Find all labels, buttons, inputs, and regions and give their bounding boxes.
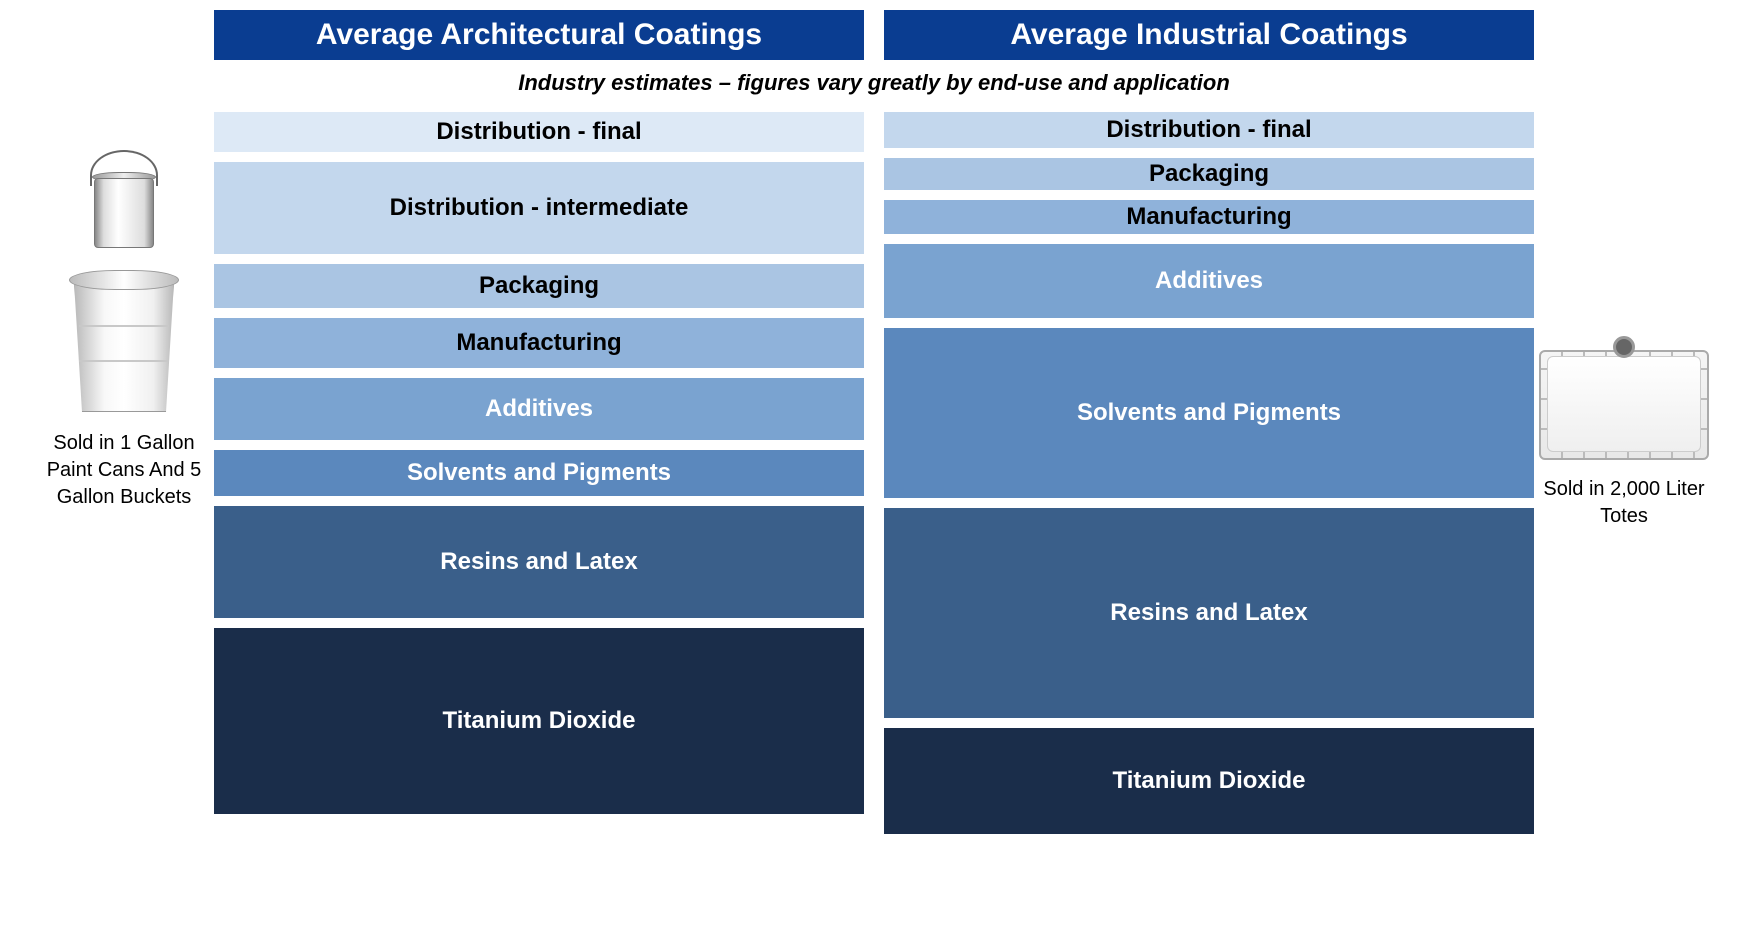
stack-bar: Titanium Dioxide: [884, 728, 1534, 834]
main-container: Sold in 1 Gallon Paint Cans And 5 Gallon…: [0, 0, 1748, 844]
stack-bar: Manufacturing: [214, 318, 864, 368]
left-side-panel: Sold in 1 Gallon Paint Cans And 5 Gallon…: [34, 160, 214, 511]
tote-icon: [1539, 330, 1709, 460]
stack-bar: Distribution - final: [214, 112, 864, 152]
paint-can-icon: [84, 160, 164, 250]
stack-bar: Additives: [214, 378, 864, 440]
subtitle: Industry estimates – figures vary greatl…: [214, 70, 1534, 96]
stack-bar: Packaging: [884, 158, 1534, 190]
right-caption: Sold in 2,000 Liter Totes: [1534, 476, 1714, 530]
right-side-panel: Sold in 2,000 Liter Totes: [1534, 330, 1714, 530]
stack-column-architectural: Distribution - final Distribution - inter…: [214, 112, 864, 814]
stack-bar: Solvents and Pigments: [214, 450, 864, 496]
headers-row: Average Architectural Coatings Average I…: [214, 10, 1534, 60]
stack-bar: Distribution - intermediate: [214, 162, 864, 254]
column-header-industrial: Average Industrial Coatings: [884, 10, 1534, 60]
bucket-icon: [69, 270, 179, 420]
stack-bar: Titanium Dioxide: [214, 628, 864, 814]
stack-column-industrial: Distribution - final Packaging Manufacturi…: [884, 112, 1534, 834]
columns-row: Distribution - final Distribution - inter…: [214, 112, 1534, 834]
column-header-architectural: Average Architectural Coatings: [214, 10, 864, 60]
charts-area: Average Architectural Coatings Average I…: [214, 10, 1534, 834]
stack-bar: Solvents and Pigments: [884, 328, 1534, 498]
left-caption: Sold in 1 Gallon Paint Cans And 5 Gallon…: [34, 430, 214, 511]
stack-bar: Resins and Latex: [214, 506, 864, 618]
stack-bar: Distribution - final: [884, 112, 1534, 148]
stack-bar: Additives: [884, 244, 1534, 318]
stack-bar: Manufacturing: [884, 200, 1534, 234]
stack-bar: Resins and Latex: [884, 508, 1534, 718]
stack-bar: Packaging: [214, 264, 864, 308]
